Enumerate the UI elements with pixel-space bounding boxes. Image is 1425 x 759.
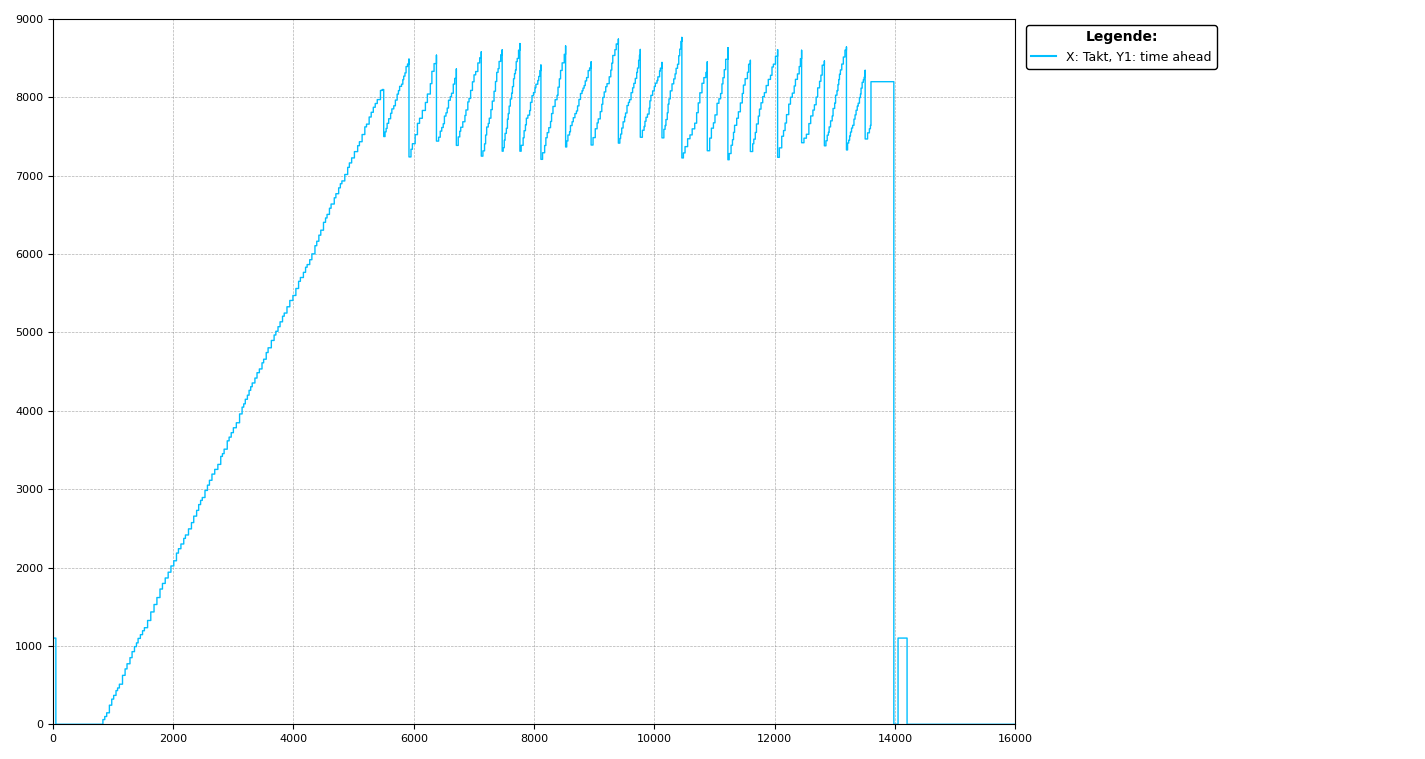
Legend: X: Takt, Y1: time ahead: X: Takt, Y1: time ahead bbox=[1026, 25, 1217, 68]
